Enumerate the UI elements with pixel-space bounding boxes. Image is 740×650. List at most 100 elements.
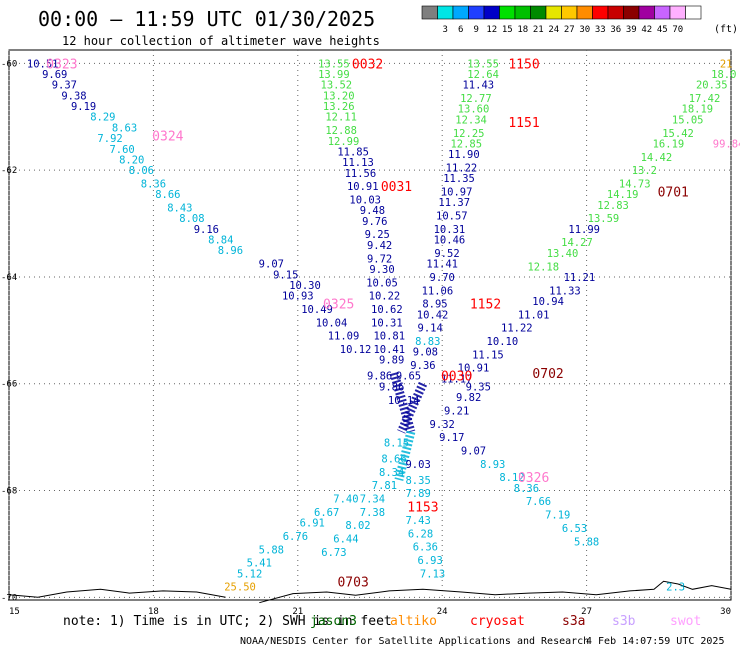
wave-height-value: 5.88 <box>574 536 599 548</box>
legend-tick-label: 15 <box>502 25 513 35</box>
wave-height-value: 7.13 <box>420 568 445 580</box>
wave-height-value: 11.17 <box>441 373 473 385</box>
wave-height-value: 8.43 <box>167 203 192 215</box>
wave-height-value: 10.31 <box>434 224 466 236</box>
wave-height-value: 12.18 <box>527 261 559 273</box>
wave-height-value: 8.15 <box>384 437 409 449</box>
wave-height-value: 14.19 <box>607 189 639 201</box>
lon-label: 27 <box>581 607 592 617</box>
wave-height-value: 11.33 <box>549 285 581 297</box>
legend-unit: (ft) <box>714 24 738 35</box>
wave-height-value: 8.34 <box>379 467 404 479</box>
legend-swatch <box>468 5 485 20</box>
wave-height-value: 18.19 <box>682 104 714 116</box>
wave-height-value: 13.59 <box>588 213 620 225</box>
wave-height-value: 6.73 <box>321 547 346 559</box>
wave-height-value: 21 <box>720 58 733 70</box>
wave-height-value: 11.09 <box>328 331 360 343</box>
legend-swatch <box>654 5 671 20</box>
legend-swatch <box>623 5 640 20</box>
wave-height-value: 10.94 <box>532 296 564 308</box>
legend-tick-label: 70 <box>672 25 683 35</box>
wave-height-value: 14.73 <box>619 178 651 190</box>
legend-swatch <box>545 5 562 20</box>
wave-height-value: 9.14 <box>418 323 443 335</box>
wave-height-value: 11.99 <box>568 224 600 236</box>
satellite-tracks <box>389 371 428 481</box>
legend-swatch <box>530 5 547 20</box>
wave-height-value: 8.20 <box>119 154 144 166</box>
wave-height-value: 10.10 <box>487 336 519 348</box>
wave-height-value: 6.28 <box>408 528 433 540</box>
wave-height-value: 9.35 <box>466 381 491 393</box>
map-subtitle: 12 hour collection of altimeter wave hei… <box>62 34 380 48</box>
wave-height-value: 15.05 <box>672 114 704 126</box>
legend-tick-label: 9 <box>474 25 479 35</box>
wave-height-value: 99.84 <box>713 138 740 150</box>
legend-swatch <box>437 5 454 20</box>
wave-height-value: 10.14 <box>388 395 420 407</box>
wave-height-value: 11.15 <box>472 349 504 361</box>
wave-height-value: 8.63 <box>112 122 137 134</box>
wave-height-value: 13.52 <box>321 80 353 92</box>
legend-swatch <box>514 5 531 20</box>
wave-height-value: 7.89 <box>405 488 430 500</box>
wave-height-value: 9.38 <box>61 90 86 102</box>
wave-height-value: 10.41 <box>373 344 405 356</box>
pass-label: 0702 <box>532 367 563 382</box>
wave-height-value: 8.66 <box>155 189 180 201</box>
legend-swatch <box>638 5 655 20</box>
wave-height-value: 11.90 <box>448 149 480 161</box>
wave-height-value: 7.60 <box>109 144 134 156</box>
wave-height-value: 25.50 <box>224 582 256 594</box>
pass-label: 1150 <box>508 57 539 72</box>
wave-height-value: 8.96 <box>218 245 243 257</box>
wave-height-value: 8.06 <box>129 165 154 177</box>
footer-note: note: 1) Time is in UTC; 2) SWH is in fe… <box>63 614 392 629</box>
wave-height-value: 11.21 <box>564 272 596 284</box>
wave-height-value: 12.99 <box>328 136 360 148</box>
satellite-legend-altiko: altiko <box>390 614 437 629</box>
wave-height-value: 9.72 <box>367 253 392 265</box>
pass-label: 0703 <box>337 575 368 590</box>
legend-tick-label: 45 <box>657 25 668 35</box>
lat-label: -64 <box>1 273 17 283</box>
legend-tick-label: 3 <box>443 25 448 35</box>
satellite-legend-s3a: s3a <box>562 614 585 629</box>
lat-label: -66 <box>1 380 17 390</box>
wave-height-value: 6.76 <box>283 531 308 543</box>
generated-time: 4 Feb 14:07:59 UTC 2025 <box>586 636 724 647</box>
pass-labels: 0323 0324 0325 0326 0032 0031 0030 1150 1151 1152… <box>46 57 689 590</box>
track-center-c <box>397 381 428 434</box>
wave-height-value: 9.15 <box>273 269 298 281</box>
wave-height-value: 8.29 <box>90 112 115 124</box>
wave-height-value: 13.26 <box>323 101 355 113</box>
wave-height-value: 8.12 <box>499 472 524 484</box>
wave-height-value: 9.08 <box>413 347 438 359</box>
satellite-legend: jason3 altiko cryosat s3a s3b swot <box>310 614 701 629</box>
legend-swatch <box>483 5 500 20</box>
wave-height-value: 9.86 <box>367 371 392 383</box>
wave-height-value: 10.46 <box>434 235 466 247</box>
pass-label: 0032 <box>352 57 383 72</box>
wave-height-value: 9.76 <box>362 216 387 228</box>
legend-swatch <box>452 5 469 20</box>
wave-height-value: 7.43 <box>405 515 430 527</box>
legend-swatch <box>499 5 516 20</box>
wave-height-value: 7.38 <box>360 507 385 519</box>
wave-height-value: 8.35 <box>405 475 430 487</box>
satellite-legend-cryosat: cryosat <box>470 614 525 629</box>
legend-swatch <box>561 5 578 20</box>
wave-height-value: 10.91 <box>458 363 490 375</box>
wave-height-value: 17.42 <box>689 93 721 105</box>
wave-height-value: 6.91 <box>300 518 325 530</box>
legend-tick-label: 39 <box>626 25 637 35</box>
wave-height-value: 12.64 <box>467 69 499 81</box>
wave-height-value: 5.41 <box>247 558 272 570</box>
wave-height-value: 12.25 <box>453 128 485 140</box>
pass-label: 1151 <box>508 116 539 131</box>
pass-label: 0326 <box>518 471 549 486</box>
legend-tick-label: 42 <box>641 25 652 35</box>
wave-height-value: 11.43 <box>462 80 494 92</box>
wave-height-value: 10.30 <box>289 280 321 292</box>
